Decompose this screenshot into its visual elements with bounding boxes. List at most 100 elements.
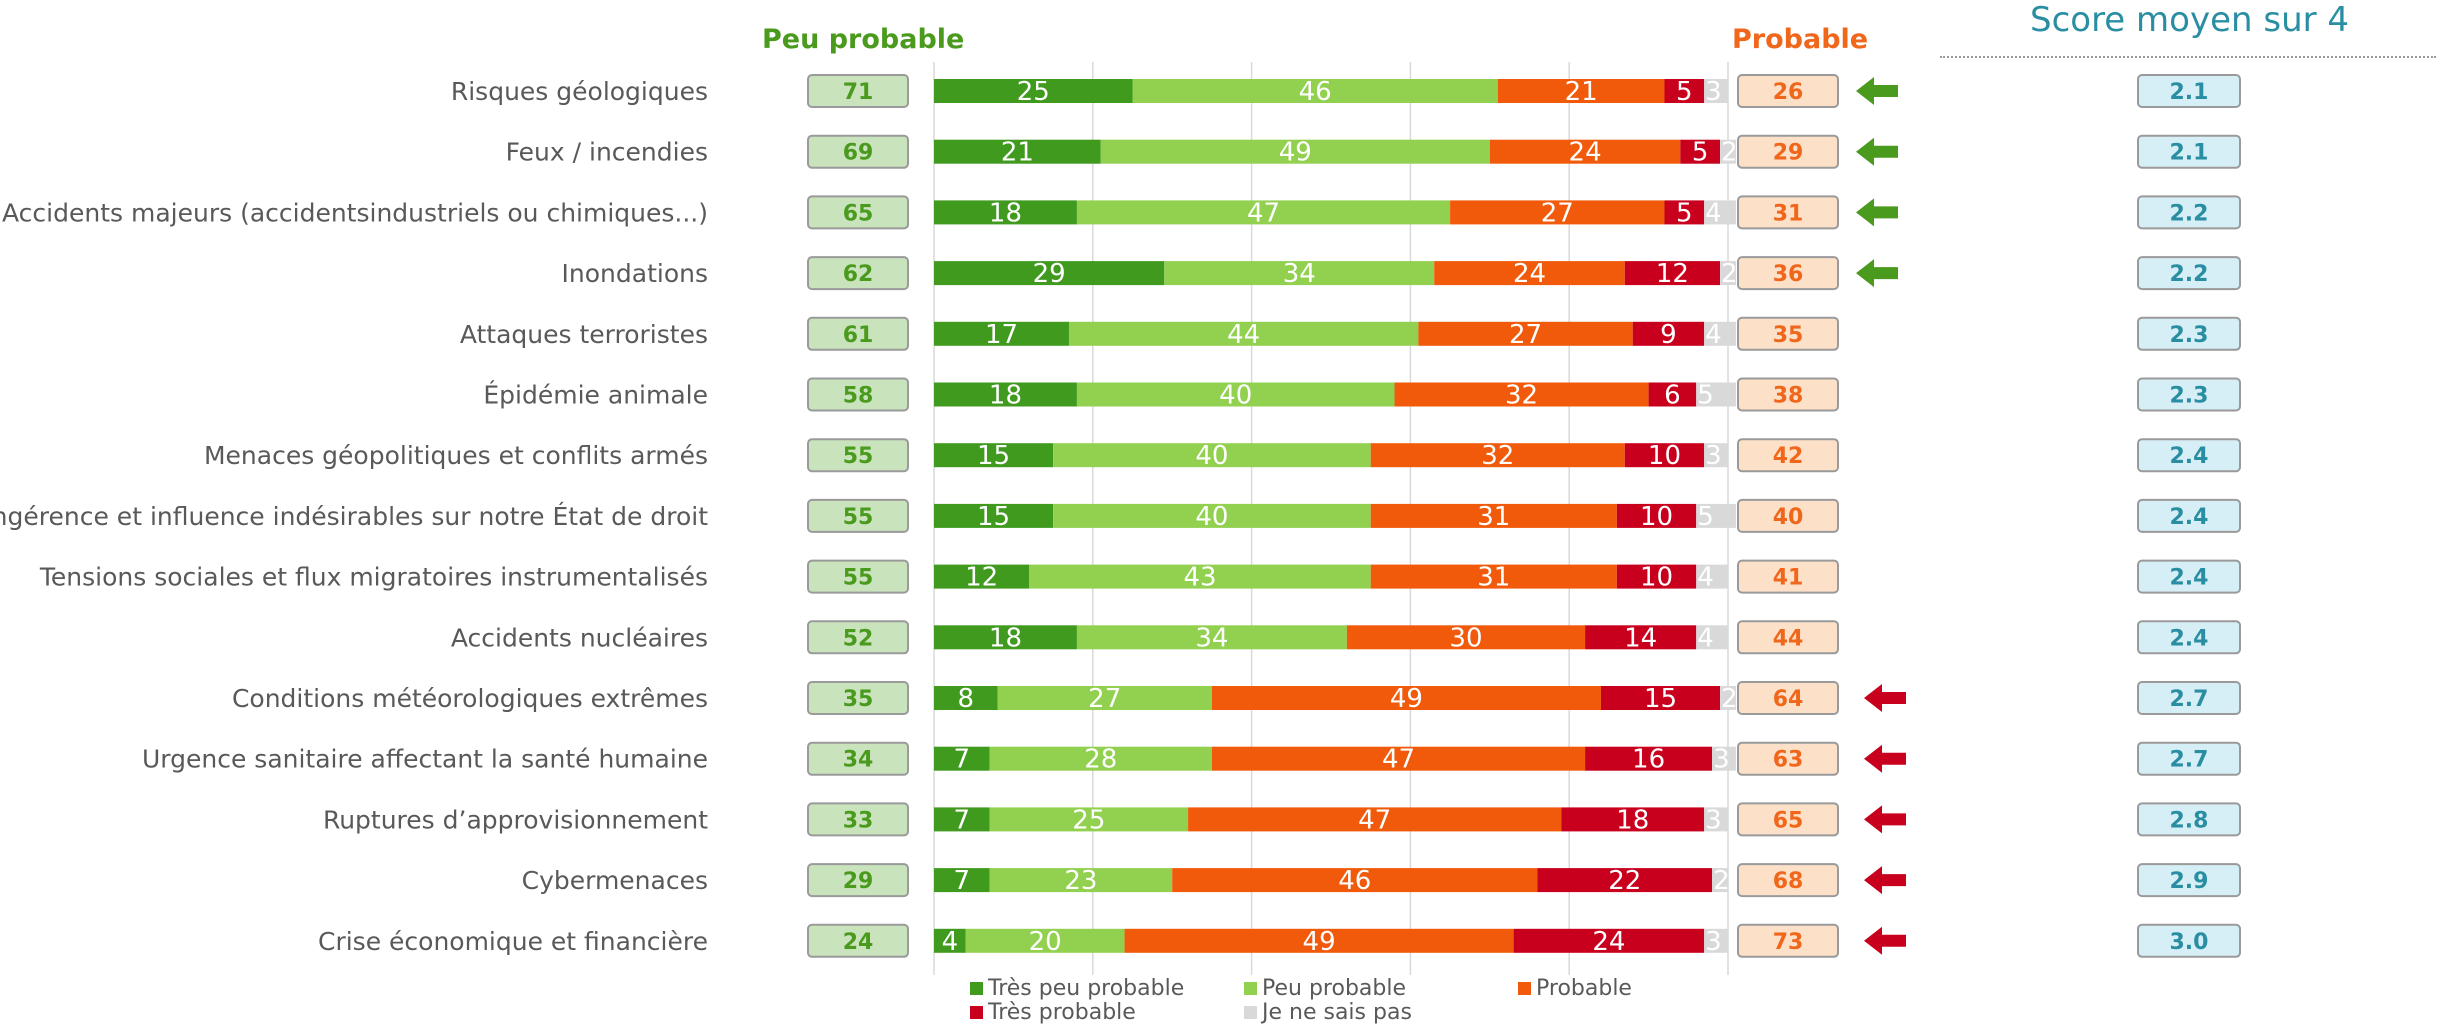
bar-segment bbox=[1648, 382, 1697, 407]
data-label: 31 bbox=[1477, 502, 1510, 532]
bar-segment bbox=[989, 807, 1189, 832]
bar-segment bbox=[965, 928, 1125, 953]
bar-segment bbox=[1696, 382, 1736, 407]
bar-segment bbox=[1172, 868, 1538, 893]
bar-segment bbox=[1100, 139, 1490, 164]
score-box bbox=[2137, 438, 2241, 473]
peu-probable-total: 35 bbox=[843, 687, 874, 712]
probable-total: 41 bbox=[1773, 566, 1804, 591]
score-value: 2.9 bbox=[2170, 869, 2209, 894]
peu-probable-total-box bbox=[807, 438, 909, 473]
bar-segment bbox=[1585, 746, 1713, 771]
peu-probable-total: 52 bbox=[843, 626, 874, 651]
data-label: 3 bbox=[1705, 927, 1722, 957]
data-label: 18 bbox=[989, 198, 1022, 228]
bar-segment bbox=[1124, 928, 1514, 953]
bar-segment bbox=[934, 139, 1101, 164]
score-value: 2.8 bbox=[2170, 808, 2209, 833]
data-label: 3 bbox=[1705, 441, 1722, 471]
data-label: 5 bbox=[1676, 77, 1693, 107]
data-label: 46 bbox=[1338, 866, 1371, 896]
probable-total-box bbox=[1737, 134, 1839, 169]
bar-segment bbox=[1346, 625, 1586, 650]
data-label: 3 bbox=[1713, 745, 1730, 775]
legend-item: Peu probable bbox=[1244, 976, 1406, 1001]
bar-segment bbox=[934, 625, 1077, 650]
probable-total-box bbox=[1737, 316, 1839, 351]
category-label: Feux / incendies bbox=[506, 138, 708, 167]
score-box bbox=[2137, 863, 2241, 898]
legend-label: Très peu probable bbox=[988, 976, 1185, 1001]
bar-segment bbox=[1696, 564, 1728, 589]
data-label: 15 bbox=[1644, 684, 1677, 714]
data-label: 2 bbox=[1721, 684, 1738, 714]
data-label: 43 bbox=[1183, 563, 1216, 593]
data-label: 27 bbox=[1509, 320, 1542, 350]
probable-total-box bbox=[1737, 74, 1839, 108]
category-label: Accidents nucléaires bbox=[451, 623, 708, 652]
probable-total: 40 bbox=[1773, 505, 1804, 530]
legend-swatch bbox=[970, 982, 983, 995]
bar-segment bbox=[1489, 139, 1681, 164]
data-label: 20 bbox=[1029, 927, 1062, 957]
data-label: 4 bbox=[942, 927, 959, 957]
bar-segment bbox=[989, 868, 1173, 893]
data-label: 49 bbox=[1279, 138, 1312, 168]
score-box bbox=[2137, 559, 2241, 594]
data-label: 10 bbox=[1640, 502, 1673, 532]
data-label: 24 bbox=[1569, 138, 1602, 168]
category-label: Menaces géopolitiques et conflits armés bbox=[204, 441, 708, 470]
data-label: 49 bbox=[1303, 927, 1336, 957]
peu-probable-total-box bbox=[807, 134, 909, 169]
bar-segment bbox=[1712, 868, 1728, 893]
bar-segment bbox=[1497, 79, 1665, 103]
data-label: 8 bbox=[957, 684, 974, 714]
data-label: 2 bbox=[1713, 866, 1730, 896]
score-box bbox=[2137, 923, 2241, 958]
data-label: 47 bbox=[1247, 198, 1280, 228]
data-label: 4 bbox=[1697, 563, 1714, 593]
legend-item: Probable bbox=[1518, 976, 1632, 1001]
peu-probable-total: 65 bbox=[843, 201, 874, 226]
peu-probable-total: 55 bbox=[843, 444, 874, 469]
legend-item: Très peu probable bbox=[970, 976, 1184, 1001]
legend-label: Très probable bbox=[988, 1000, 1136, 1025]
bar-segment bbox=[934, 382, 1077, 407]
bar-segment bbox=[1076, 382, 1395, 407]
green-arrow-icon bbox=[1856, 259, 1898, 288]
legend-label: Peu probable bbox=[1262, 976, 1406, 1001]
data-label: 7 bbox=[954, 866, 971, 896]
category-label: Attaques terroristes bbox=[460, 320, 708, 349]
score-box bbox=[2137, 681, 2241, 715]
data-label: 24 bbox=[1592, 927, 1625, 957]
data-label: 4 bbox=[1697, 623, 1714, 653]
red-arrow-icon bbox=[1864, 744, 1906, 773]
probable-header: Probable bbox=[1732, 24, 1869, 55]
score-box bbox=[2137, 195, 2241, 230]
probable-total-box bbox=[1737, 498, 1839, 533]
score-box bbox=[2137, 134, 2241, 169]
data-label: 5 bbox=[1697, 502, 1714, 532]
bar-segment bbox=[934, 261, 1165, 286]
data-label: 18 bbox=[1616, 805, 1649, 835]
probable-total-box bbox=[1737, 438, 1839, 473]
legend-swatch bbox=[1244, 1006, 1257, 1019]
data-label: 15 bbox=[977, 502, 1010, 532]
data-label: 16 bbox=[1632, 745, 1665, 775]
score-value: 3.0 bbox=[2170, 930, 2209, 955]
peu-probable-total-box bbox=[807, 377, 909, 412]
data-label: 14 bbox=[1624, 623, 1657, 653]
legend-item: Très probable bbox=[970, 1000, 1136, 1025]
data-label: 10 bbox=[1648, 441, 1681, 471]
peu-probable-total-box bbox=[807, 316, 909, 351]
category-label: Épidémie animale bbox=[483, 381, 708, 410]
legend-swatch bbox=[1244, 982, 1257, 995]
bar-segment bbox=[1720, 686, 1736, 710]
score-value: 2.2 bbox=[2170, 262, 2209, 287]
bar-segment bbox=[1712, 746, 1736, 771]
legend-label: Probable bbox=[1536, 976, 1632, 1001]
probable-total-box bbox=[1737, 620, 1839, 655]
bar-segment bbox=[1068, 321, 1419, 346]
category-label: Ingérence et influence indésirables sur … bbox=[0, 502, 708, 531]
